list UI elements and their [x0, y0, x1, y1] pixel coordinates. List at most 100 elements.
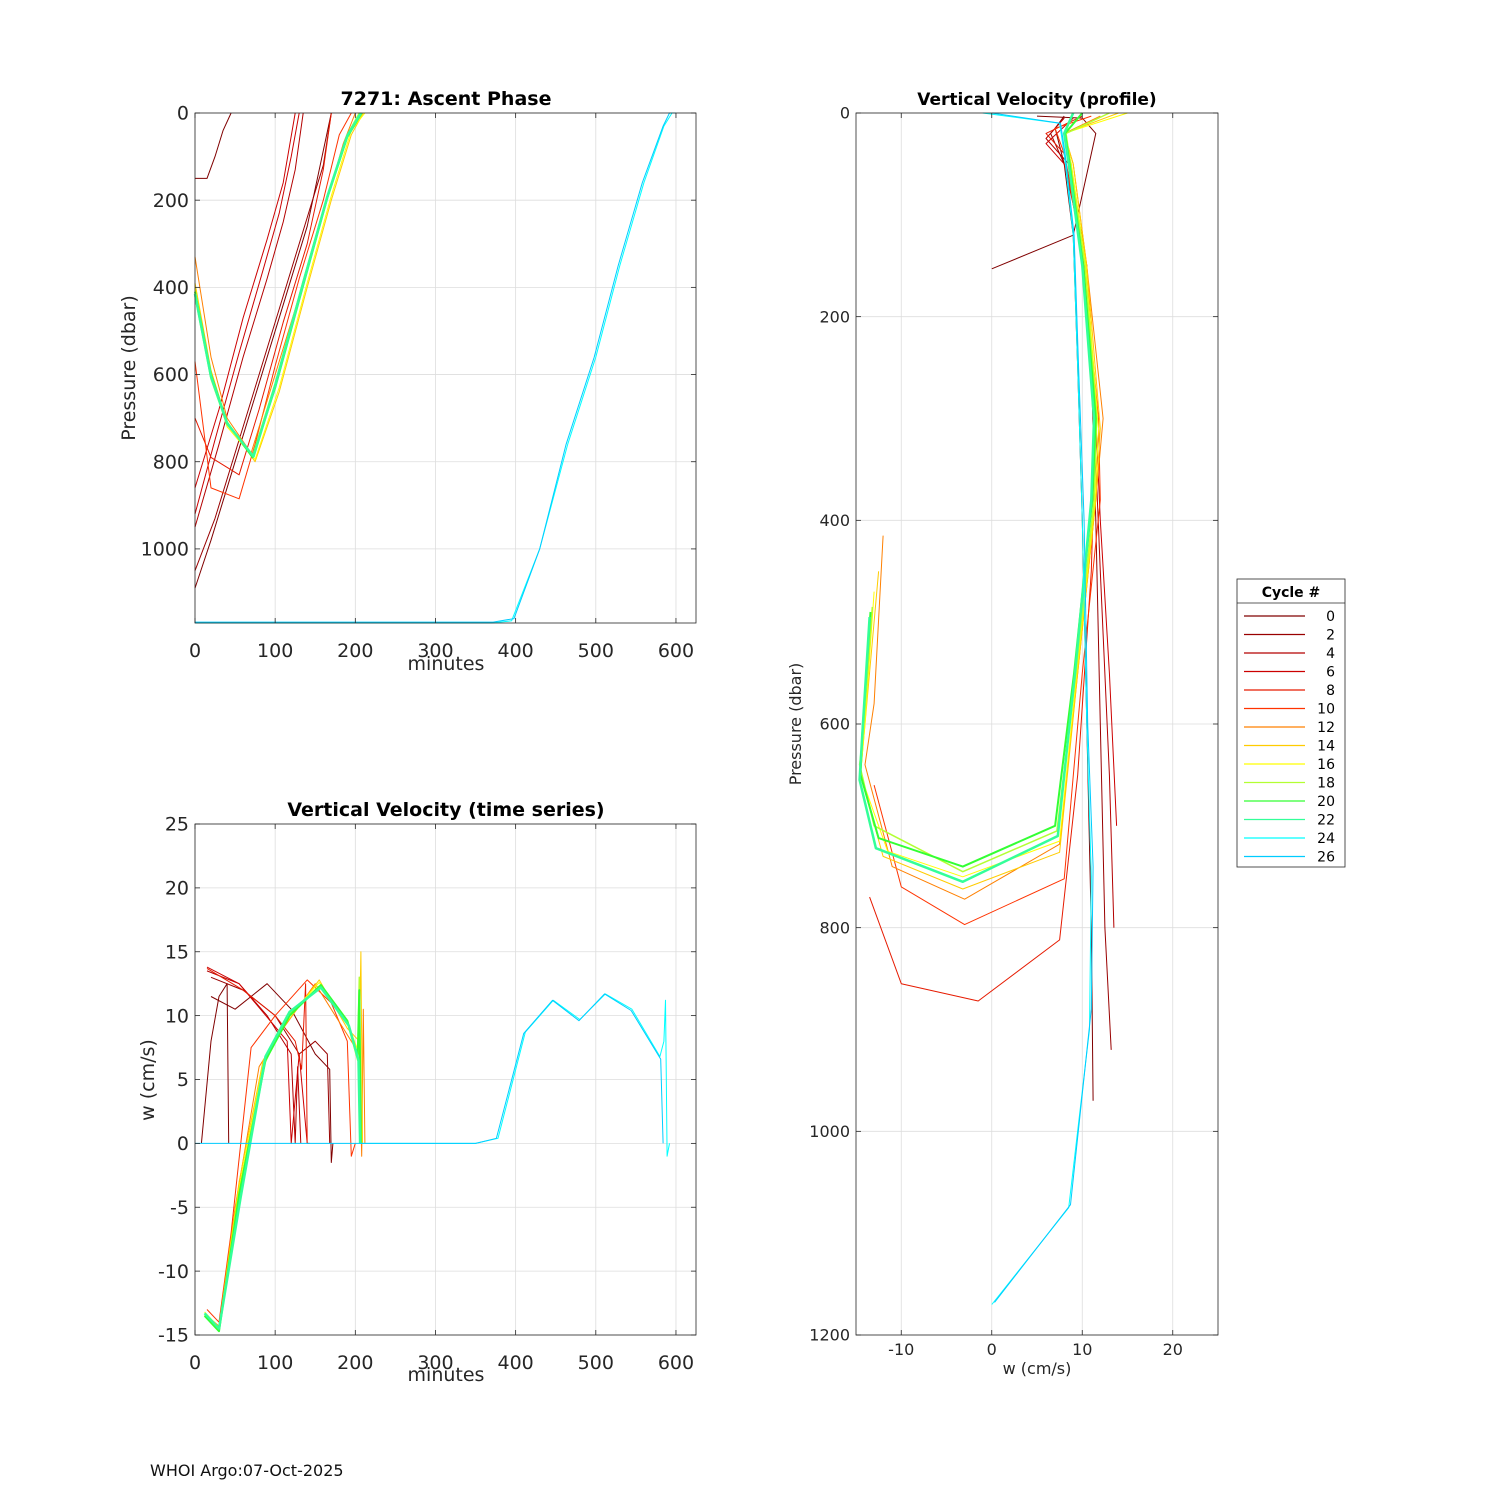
- x-tick-label: 300: [417, 1352, 453, 1374]
- ascent-axes-box: [194, 112, 697, 624]
- legend-label: 24: [1317, 831, 1335, 847]
- profile-title: Vertical Velocity (profile): [917, 90, 1156, 110]
- x-tick-label: 500: [578, 640, 614, 662]
- series-line-cycle-10: [194, 112, 352, 500]
- footer-source: WHOI Argo:07-Oct-2025: [150, 1461, 344, 1480]
- series-line-cycle-6: [194, 112, 300, 515]
- x-tick-label: 400: [498, 640, 534, 662]
- y-tick-label: -5: [170, 1197, 189, 1219]
- legend-label: 2: [1326, 628, 1335, 644]
- ascent-phase-panel: 0 100 200 300 400 500 600 0 200 400 600 800 1000 727…: [118, 88, 697, 675]
- series-line-cycle-0: [195, 112, 232, 179]
- legend-label: 26: [1317, 850, 1335, 866]
- legend-label: 12: [1317, 720, 1335, 736]
- x-tick-label: 400: [498, 1352, 534, 1374]
- x-tick-label: 100: [257, 1352, 293, 1374]
- y-tick-label: 200: [819, 307, 850, 326]
- y-tick-label: 1200: [809, 1326, 850, 1345]
- ascent-title: 7271: Ascent Phase: [341, 88, 552, 110]
- series-line-cycle-22: [203, 986, 362, 1330]
- profile-series-group: [858, 112, 1128, 1305]
- x-tick-label: 500: [578, 1352, 614, 1374]
- series-line-cycle-4: [194, 112, 304, 528]
- legend-label: 6: [1326, 665, 1335, 681]
- series-line-cycle-24: [982, 112, 1092, 1305]
- x-tick-label: 600: [658, 640, 694, 662]
- y-tick-label: 1000: [809, 1122, 850, 1141]
- series-line-cycle-10: [873, 115, 1101, 926]
- series-line-cycle-6b: [194, 112, 296, 489]
- x-tick-label: 300: [417, 640, 453, 662]
- legend-label: 22: [1317, 813, 1335, 829]
- time-series-grid: [194, 823, 696, 1336]
- series-line-cycle-8: [194, 112, 332, 476]
- y-tick-label: 15: [165, 941, 189, 963]
- y-tick-label: 0: [177, 1133, 189, 1155]
- ascent-tick-labels: 0 100 200 300 400 500 600 0 200 400 600 800 1000: [141, 103, 696, 662]
- y-tick-label: 10: [165, 1005, 189, 1027]
- time-series-tick-labels: 0 100 200 300 400 500 600 -15 -10 -5 0 5 10 15 20 25: [158, 814, 696, 1374]
- legend-label: 20: [1317, 794, 1335, 810]
- legend-label: 16: [1317, 757, 1335, 773]
- series-line-cycle-8: [206, 967, 310, 1144]
- series-line-cycle-12: [206, 983, 366, 1327]
- y-tick-label: 600: [819, 715, 850, 734]
- series-line-cycle-12: [864, 115, 1104, 900]
- y-tick-label: 800: [153, 451, 189, 473]
- y-tick-label: 0: [840, 104, 850, 123]
- y-tick-label: 1000: [141, 539, 189, 561]
- y-tick-label: 5: [177, 1069, 189, 1091]
- x-tick-label: -10: [888, 1340, 914, 1359]
- y-tick-label: 400: [819, 511, 850, 530]
- series-line-cycle-0: [991, 115, 1097, 270]
- ascent-xlabel: minutes: [408, 653, 485, 675]
- x-tick-label: 0: [987, 1340, 997, 1359]
- legend-label: 10: [1317, 702, 1335, 718]
- legend-label: 18: [1317, 776, 1335, 792]
- series-line-cycle-8: [869, 115, 1097, 1002]
- y-tick-label: 400: [153, 277, 189, 299]
- profile-grid: [856, 112, 1218, 1336]
- y-tick-label: 20: [165, 878, 189, 900]
- series-line-cycle-0b: [194, 112, 332, 589]
- time-series-title: Vertical Velocity (time series): [287, 799, 604, 821]
- series-line-cycle-26: [195, 993, 664, 1144]
- profile-xlabel: w (cm/s): [1003, 1359, 1072, 1378]
- time-series-xlabel: minutes: [408, 1364, 485, 1386]
- time-series-series-group: [195, 951, 670, 1333]
- x-tick-label: 20: [1163, 1340, 1183, 1359]
- y-tick-label: 25: [165, 814, 189, 836]
- series-line-cycle-0b: [210, 983, 334, 1163]
- y-tick-label: 800: [819, 918, 850, 937]
- legend-label: 8: [1326, 683, 1335, 699]
- x-tick-label: 0: [189, 1352, 201, 1374]
- legend-label: 4: [1326, 646, 1335, 662]
- time-series-ylabel: w (cm/s): [137, 1039, 159, 1121]
- x-tick-label: 100: [257, 640, 293, 662]
- series-line-cycle-10: [206, 979, 356, 1323]
- legend-label: 0: [1326, 609, 1335, 625]
- y-tick-label: 200: [153, 190, 189, 212]
- x-tick-label: 600: [658, 1352, 694, 1374]
- series-line-cycle-2: [194, 112, 332, 571]
- y-tick-label: 600: [153, 364, 189, 386]
- ascent-ylabel: Pressure (dbar): [118, 295, 140, 441]
- y-tick-label: -15: [158, 1325, 189, 1347]
- series-line-cycle-20: [859, 112, 1097, 868]
- time-series-panel: 0 100 200 300 400 500 600 -15 -10 -5 0 5 10 15 20 25 Ve…: [137, 799, 697, 1386]
- series-line-cycle-0: [200, 983, 230, 1144]
- series-line-cycle-24: [359, 993, 670, 1157]
- y-tick-label: 0: [177, 103, 189, 125]
- series-line-cycle-24: [195, 112, 673, 624]
- x-tick-label: 0: [189, 640, 201, 662]
- series-line-cycle-26: [991, 112, 1094, 1303]
- y-tick-label: -10: [158, 1261, 189, 1283]
- series-line-cycle-22: [858, 112, 1096, 884]
- legend-title: Cycle #: [1262, 585, 1321, 601]
- series-line-cycle-22: [193, 112, 362, 458]
